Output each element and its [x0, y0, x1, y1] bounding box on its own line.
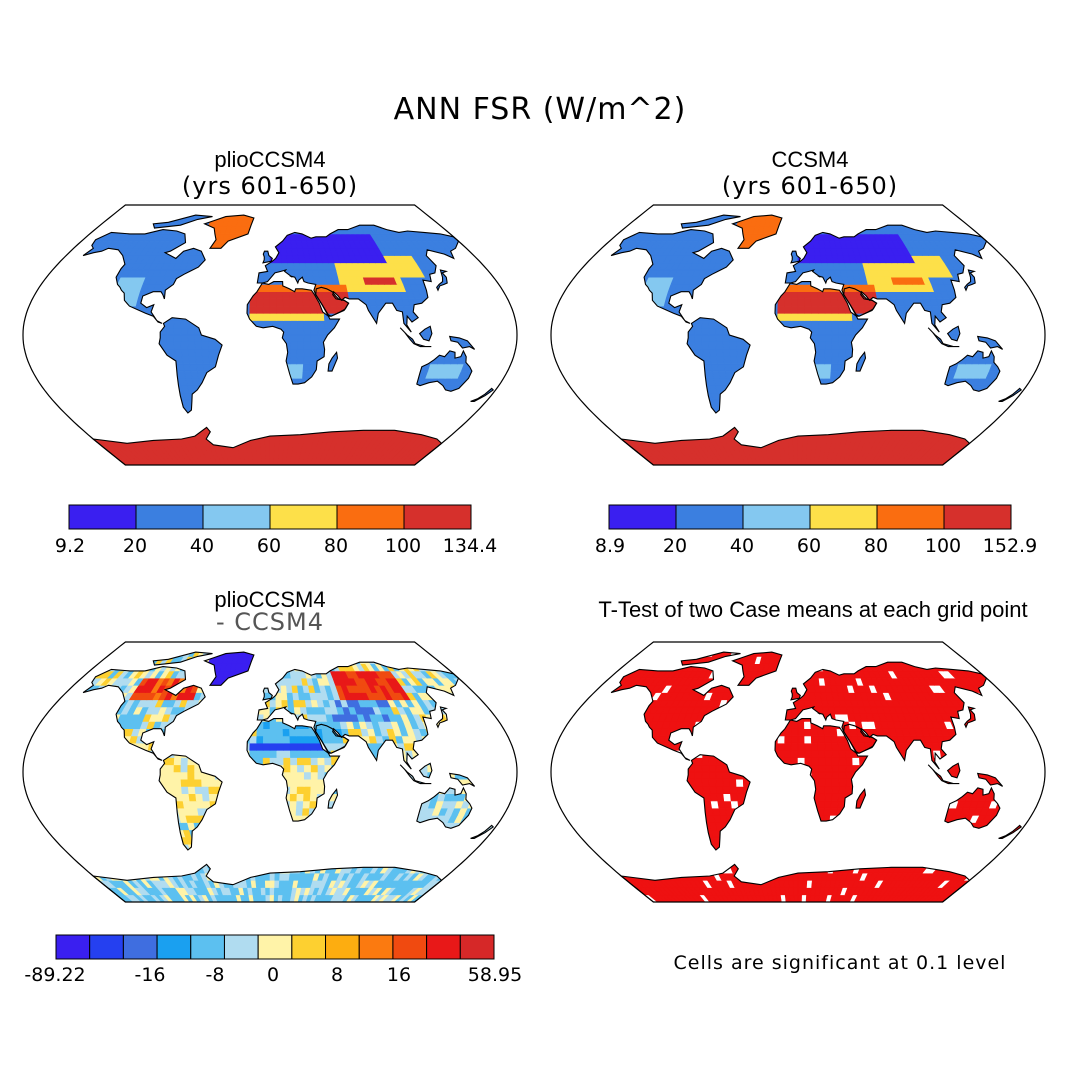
colorbar-swatch [325, 934, 360, 960]
colorbar-swatch [809, 504, 878, 530]
cb3-label: 8 [330, 964, 344, 986]
colorbar-swatch [336, 504, 405, 530]
colorbar-swatch [291, 934, 327, 960]
colorbar-plioCCSM4 [68, 504, 472, 530]
colorbar-difference [55, 934, 495, 960]
panel2-title: CCSM4 [771, 147, 849, 172]
colorbar-swatch [459, 934, 495, 960]
panel3-subtitle: - CCSM4 [215, 608, 324, 636]
cb3-label: 58.95 [467, 964, 523, 986]
cb3-label: 16 [386, 964, 412, 986]
cb1-label: 40 [189, 535, 215, 557]
colorbar-swatch [608, 504, 677, 530]
colorbar-swatch [257, 934, 293, 960]
colorbar-swatch [89, 934, 124, 960]
colorbar-swatch [55, 934, 91, 960]
cb1-label: 60 [256, 535, 282, 557]
cb2-label: 80 [863, 535, 889, 557]
cb3-label: 0 [266, 964, 280, 986]
cb1-label: 134.4 [442, 535, 498, 557]
colorbar-swatch [403, 504, 472, 530]
cb3-label: -16 [134, 964, 166, 986]
colorbar-swatch [742, 504, 811, 530]
colorbar-swatch [876, 504, 945, 530]
colorbar-swatch [190, 934, 225, 960]
cb1-label: 20 [122, 535, 148, 557]
panel2-subtitle: (yrs 601-650) [721, 172, 899, 200]
colorbar-swatch [426, 934, 461, 960]
colorbar-swatch [943, 504, 1012, 530]
colorbar-swatch [68, 504, 137, 530]
map-plioCCSM4 [22, 204, 518, 466]
cb1-label: 100 [384, 535, 422, 557]
cb2-label: 152.9 [982, 535, 1038, 557]
colorbar-swatch [156, 934, 192, 960]
cb2-label: 100 [924, 535, 962, 557]
colorbar-swatch [202, 504, 271, 530]
colorbar-swatch [269, 504, 338, 530]
map-CCSM4 [550, 204, 1046, 466]
colorbar-CCSM4 [608, 504, 1012, 530]
map-difference [22, 641, 518, 903]
colorbar-swatch [358, 934, 394, 960]
cb1-label: 9.2 [54, 535, 86, 557]
cb1-label: 80 [323, 535, 349, 557]
cb3-label: -8 [205, 964, 225, 986]
panel4-title: T-Test of two Case means at each grid po… [598, 597, 1028, 622]
colorbar-swatch [122, 934, 158, 960]
colorbar-swatch [392, 934, 428, 960]
cb3-label: -89.22 [24, 964, 86, 986]
significance-footnote: Cells are significant at 0.1 level [673, 952, 1007, 974]
cb2-label: 60 [796, 535, 822, 557]
panel1-title: plioCCSM4 [214, 147, 326, 172]
cb2-label: 20 [662, 535, 688, 557]
map-ttest [550, 641, 1046, 903]
panel3-title: plioCCSM4 [214, 587, 326, 612]
colorbar-swatch [223, 934, 259, 960]
figure-title: ANN FSR (W/m^2) [393, 92, 687, 127]
colorbar-swatch [675, 504, 744, 530]
colorbar-swatch [135, 504, 204, 530]
cb2-label: 8.9 [594, 535, 626, 557]
cb2-label: 40 [729, 535, 755, 557]
panel1-subtitle: (yrs 601-650) [181, 172, 359, 200]
